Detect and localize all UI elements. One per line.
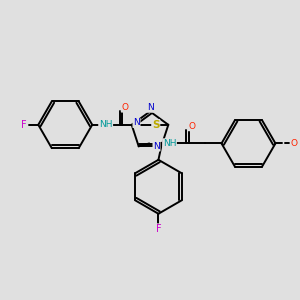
Text: NH: NH	[163, 139, 176, 148]
Text: N: N	[153, 142, 160, 151]
Text: S: S	[152, 120, 160, 130]
Text: N: N	[147, 103, 153, 112]
Text: F: F	[156, 224, 161, 234]
Text: O: O	[122, 103, 128, 112]
Text: O: O	[290, 139, 297, 148]
Text: NH: NH	[99, 120, 112, 129]
Text: N: N	[133, 118, 140, 127]
Text: O: O	[188, 122, 195, 130]
Text: F: F	[21, 120, 27, 130]
